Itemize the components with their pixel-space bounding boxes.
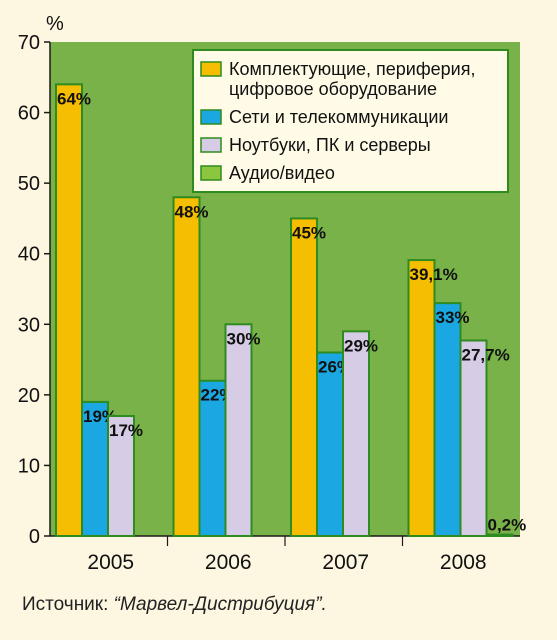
y-tick-label: 60 [18, 103, 40, 125]
y-axis-label: % [46, 13, 64, 35]
data-label: 17% [109, 421, 143, 440]
bar [407, 259, 436, 537]
data-label: 45% [292, 223, 326, 242]
legend-swatch [200, 137, 222, 153]
bar [485, 533, 514, 537]
bar [224, 323, 253, 537]
data-label: 39,1% [410, 265, 458, 284]
bar [316, 351, 344, 537]
legend-label: Ноутбуки, ПК и серверы [229, 135, 431, 155]
bar [172, 196, 201, 537]
source-prefix: Источник: [22, 594, 114, 615]
y-tick-label: 0 [29, 526, 40, 548]
bar [459, 339, 488, 538]
legend-box [192, 49, 509, 193]
y-tick-label: 30 [18, 314, 40, 336]
y-tick-label: 70 [18, 32, 40, 54]
y-tick-label: 20 [18, 385, 40, 407]
x-tick-label: 2006 [205, 551, 252, 574]
bar [342, 330, 370, 538]
data-label: 29% [344, 336, 378, 355]
legend-swatch [200, 165, 222, 181]
data-label: 0,2% [488, 516, 527, 535]
legend-swatch [200, 109, 222, 125]
source-name: “Марвел-Дистрибуция”. [113, 594, 327, 615]
y-tick-label: 50 [18, 173, 40, 195]
data-label: 27,7% [462, 346, 510, 365]
data-label: 30% [227, 329, 261, 348]
data-label: 48% [175, 202, 209, 221]
x-tick-label: 2008 [440, 551, 487, 574]
legend-swatch [200, 61, 222, 77]
legend-label: Сети и телекоммуникации [229, 107, 448, 127]
bar [290, 217, 318, 538]
y-tick-label: 40 [18, 244, 40, 266]
bar [55, 83, 83, 537]
data-label: 64% [57, 89, 91, 108]
bar [107, 415, 135, 537]
bar [198, 379, 227, 537]
legend-label: цифровое оборудование [229, 79, 437, 99]
y-tick-label: 10 [18, 455, 40, 477]
legend-label: Комплектующие, периферия, [229, 59, 476, 79]
bar [433, 302, 462, 537]
legend-label: Аудио/видео [229, 163, 335, 183]
data-label: 33% [436, 308, 470, 327]
x-tick-label: 2005 [87, 551, 134, 574]
source-note: Источник: “Марвел-Дистрибуция”. [22, 594, 327, 616]
x-tick-label: 2007 [322, 551, 369, 574]
